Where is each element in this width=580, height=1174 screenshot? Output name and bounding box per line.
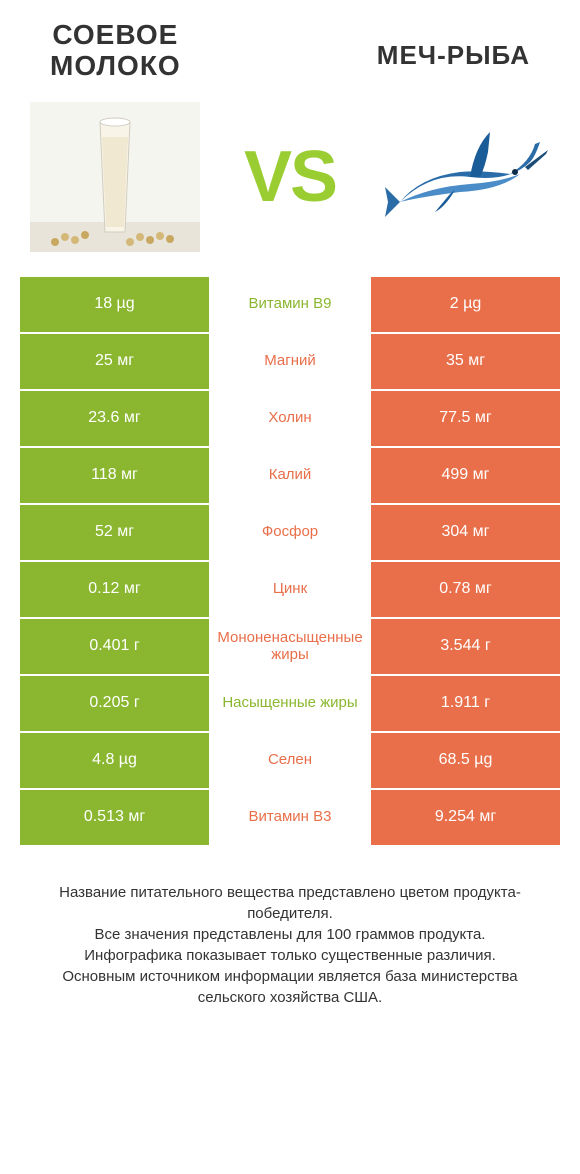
cell-nutrient: Витамин B3 bbox=[209, 790, 371, 845]
table-row: 0.12 мгЦинк0.78 мг bbox=[20, 562, 560, 619]
cell-left: 0.401 г bbox=[20, 619, 209, 674]
title-left: СОЕВОЕ МОЛОКО bbox=[50, 20, 181, 82]
table-row: 23.6 мгХолин77.5 мг bbox=[20, 391, 560, 448]
swordfish-image bbox=[380, 102, 550, 252]
title-left-line2: МОЛОКО bbox=[50, 51, 181, 82]
cell-right: 68.5 µg bbox=[371, 733, 560, 788]
cell-left: 25 мг bbox=[20, 334, 209, 389]
cell-right: 0.78 мг bbox=[371, 562, 560, 617]
table-row: 0.513 мгВитамин B39.254 мг bbox=[20, 790, 560, 847]
cell-right: 2 µg bbox=[371, 277, 560, 332]
cell-right: 499 мг bbox=[371, 448, 560, 503]
images-row: VS bbox=[20, 102, 560, 252]
cell-right: 35 мг bbox=[371, 334, 560, 389]
table-row: 25 мгМагний35 мг bbox=[20, 334, 560, 391]
cell-left: 0.12 мг bbox=[20, 562, 209, 617]
cell-right: 1.911 г bbox=[371, 676, 560, 731]
cell-nutrient: Магний bbox=[209, 334, 371, 389]
table-row: 0.401 гМононенасыщенные жиры3.544 г bbox=[20, 619, 560, 676]
cell-left: 0.205 г bbox=[20, 676, 209, 731]
footer-line4: Основным источником информации является … bbox=[32, 966, 548, 1008]
table-row: 52 мгФосфор304 мг bbox=[20, 505, 560, 562]
title-left-line1: СОЕВОЕ bbox=[50, 20, 181, 51]
cell-nutrient: Насыщенные жиры bbox=[209, 676, 371, 731]
cell-right: 77.5 мг bbox=[371, 391, 560, 446]
cell-right: 3.544 г bbox=[371, 619, 560, 674]
comparison-table: 18 µgВитамин B92 µg25 мгМагний35 мг23.6 … bbox=[20, 277, 560, 847]
soy-milk-image bbox=[30, 102, 200, 252]
cell-nutrient: Цинк bbox=[209, 562, 371, 617]
footer: Название питательного вещества представл… bbox=[20, 882, 560, 1008]
cell-left: 23.6 мг bbox=[20, 391, 209, 446]
cell-left: 118 мг bbox=[20, 448, 209, 503]
cell-nutrient: Калий bbox=[209, 448, 371, 503]
cell-nutrient: Селен bbox=[209, 733, 371, 788]
cell-left: 4.8 µg bbox=[20, 733, 209, 788]
cell-right: 304 мг bbox=[371, 505, 560, 560]
footer-line2: Все значения представлены для 100 граммо… bbox=[32, 924, 548, 945]
cell-nutrient: Холин bbox=[209, 391, 371, 446]
table-row: 0.205 гНасыщенные жиры1.911 г bbox=[20, 676, 560, 733]
cell-left: 0.513 мг bbox=[20, 790, 209, 845]
cell-left: 52 мг bbox=[20, 505, 209, 560]
footer-line1: Название питательного вещества представл… bbox=[32, 882, 548, 924]
cell-left: 18 µg bbox=[20, 277, 209, 332]
cell-right: 9.254 мг bbox=[371, 790, 560, 845]
table-row: 18 µgВитамин B92 µg bbox=[20, 277, 560, 334]
cell-nutrient: Мононенасыщенные жиры bbox=[209, 619, 371, 674]
table-row: 4.8 µgСелен68.5 µg bbox=[20, 733, 560, 790]
cell-nutrient: Фосфор bbox=[209, 505, 371, 560]
table-row: 118 мгКалий499 мг bbox=[20, 448, 560, 505]
vs-label: VS bbox=[244, 136, 336, 218]
header: СОЕВОЕ МОЛОКО МЕЧ-РЫБА bbox=[20, 20, 560, 82]
footer-line3: Инфографика показывает только существенн… bbox=[32, 945, 548, 966]
title-right: МЕЧ-РЫБА bbox=[377, 40, 530, 71]
cell-nutrient: Витамин B9 bbox=[209, 277, 371, 332]
